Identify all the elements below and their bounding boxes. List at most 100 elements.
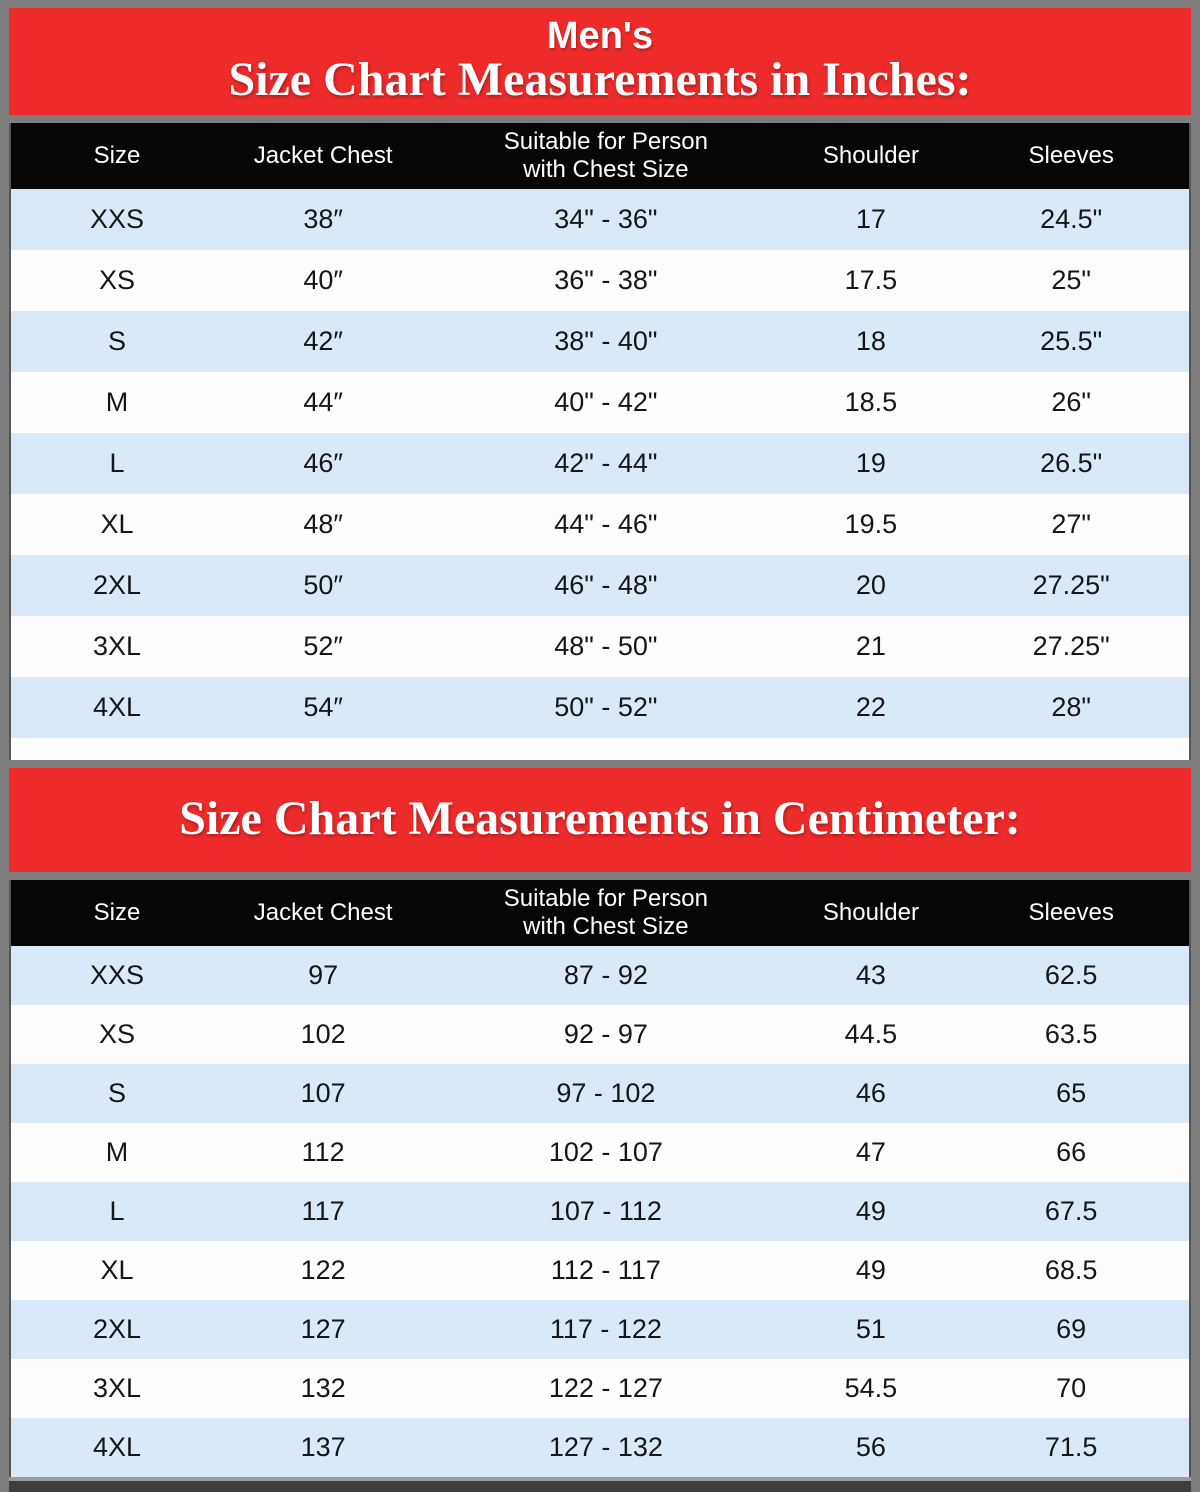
cm-chart-title: Size Chart Measurements in Centimeter: (179, 791, 1021, 845)
inches-table-header: Size Jacket Chest Suitable for Person with… (11, 123, 1189, 189)
suitable-cell: 102 - 107 (548, 1137, 663, 1167)
column-header-jacket-chest: Jacket Chest (223, 880, 424, 946)
bottom-bar (9, 1481, 1191, 1492)
jacket-chest-cell: 127 (300, 1314, 346, 1344)
shoulder-cell: 18 (855, 326, 886, 356)
table-row: XXS 97 87 - 92 43 62.5 (11, 946, 1189, 1005)
header-row: Size Jacket Chest Suitable for Person with… (11, 880, 1189, 946)
size-cell: 3XL (92, 1373, 142, 1403)
table-row: XS 40″ 36" - 38" 17.5 25" (11, 250, 1189, 311)
column-header-suitable: Suitable for Person with Chest Size (423, 880, 789, 946)
shoulder-cell: 22 (855, 692, 886, 722)
inches-chart-title: Size Chart Measurements in Inches: (228, 53, 972, 106)
column-header-size: Size (11, 123, 224, 189)
size-cell: XL (100, 1255, 134, 1285)
table-row: 3XL 132 122 - 127 54.5 70 (11, 1359, 1189, 1418)
sleeves-cell: 67.5 (1044, 1196, 1098, 1226)
sleeves-cell: 70 (1056, 1373, 1087, 1403)
shoulder-cell: 51 (855, 1314, 886, 1344)
table-row: S 107 97 - 102 46 65 (11, 1064, 1189, 1123)
size-cell: S (108, 1078, 127, 1108)
shoulder-cell: 19.5 (844, 509, 898, 539)
suitable-cell: 87 - 92 (563, 960, 648, 990)
suitable-cell: 38" - 40" (554, 326, 658, 356)
section-gap (9, 760, 1191, 768)
jacket-chest-cell: 102 (300, 1019, 346, 1049)
sleeves-cell: 27.25" (1032, 631, 1110, 661)
suitable-cell: 48" - 50" (554, 631, 658, 661)
cm-table-body: XXS 97 87 - 92 43 62.5 XS 102 92 - 97 44.5 63.5 S 1… (11, 946, 1189, 1477)
sleeves-cell: 66 (1056, 1137, 1087, 1167)
cm-table-section: Size Jacket Chest Suitable for Person with… (9, 880, 1191, 1477)
suitable-cell: 36" - 38" (554, 265, 658, 295)
jacket-chest-cell: 137 (300, 1432, 346, 1462)
table-row: L 117 107 - 112 49 67.5 (11, 1182, 1189, 1241)
size-cell: 2XL (92, 570, 142, 600)
suitable-cell: 112 - 117 (550, 1255, 661, 1285)
sleeves-cell: 28" (1051, 692, 1091, 722)
jacket-chest-cell: 46″ (303, 448, 343, 478)
inches-size-table: Size Jacket Chest Suitable for Person with… (11, 123, 1189, 738)
suitable-cell: 50" - 52" (554, 692, 658, 722)
inches-table-section: Size Jacket Chest Suitable for Person with… (9, 123, 1191, 760)
table-row: XL 122 112 - 117 49 68.5 (11, 1241, 1189, 1300)
shoulder-cell: 46 (855, 1078, 886, 1108)
jacket-chest-cell: 122 (300, 1255, 346, 1285)
jacket-chest-cell: 48″ (303, 509, 343, 539)
size-cell: XXS (90, 960, 145, 990)
table-row: L 46″ 42" - 44" 19 26.5" (11, 433, 1189, 494)
shoulder-cell: 19 (855, 448, 886, 478)
section-gap (9, 872, 1191, 880)
suitable-cell: 92 - 97 (563, 1019, 648, 1049)
table-footer-strip (11, 738, 1189, 760)
sleeves-cell: 25.5" (1040, 326, 1103, 356)
cm-size-table: Size Jacket Chest Suitable for Person with… (11, 880, 1189, 1477)
table-row: 2XL 127 117 - 122 51 69 (11, 1300, 1189, 1359)
size-cell: 4XL (92, 1432, 142, 1462)
mens-subtitle: Men's (546, 15, 654, 57)
sleeves-cell: 24.5" (1040, 204, 1103, 234)
table-row: S 42″ 38" - 40" 18 25.5" (11, 311, 1189, 372)
suitable-cell: 40" - 42" (554, 387, 658, 417)
inches-title-banner: Men's Size Chart Measurements in Inches: (9, 8, 1191, 115)
shoulder-cell: 21 (855, 631, 886, 661)
sleeves-cell: 68.5 (1044, 1255, 1098, 1285)
table-row: 2XL 50″ 46" - 48" 20 27.25" (11, 555, 1189, 616)
suitable-cell: 127 - 132 (548, 1432, 663, 1462)
size-cell: M (105, 387, 129, 417)
size-cell: S (108, 326, 127, 356)
jacket-chest-cell: 44″ (303, 387, 343, 417)
size-cell: L (109, 1196, 125, 1226)
table-row: 4XL 54″ 50" - 52" 22 28" (11, 677, 1189, 738)
suitable-cell: 46" - 48" (554, 570, 658, 600)
column-header-sleeves: Sleeves (953, 123, 1189, 189)
sleeves-cell: 27.25" (1032, 570, 1110, 600)
table-row: XS 102 92 - 97 44.5 63.5 (11, 1005, 1189, 1064)
sleeves-cell: 63.5 (1044, 1019, 1098, 1049)
cm-title-banner: Size Chart Measurements in Centimeter: (9, 768, 1191, 872)
shoulder-cell: 47 (855, 1137, 886, 1167)
jacket-chest-cell: 54″ (303, 692, 343, 722)
size-cell: XXS (90, 204, 145, 234)
size-cell: L (109, 448, 125, 478)
jacket-chest-cell: 132 (300, 1373, 346, 1403)
inches-table-body: XXS 38″ 34" - 36" 17 24.5" XS 40″ 36" - 38" 17.5… (11, 189, 1189, 738)
shoulder-cell: 17 (855, 204, 886, 234)
section-gap (9, 115, 1191, 123)
shoulder-cell: 49 (855, 1255, 886, 1285)
jacket-chest-cell: 50″ (303, 570, 343, 600)
size-cell: 3XL (92, 631, 142, 661)
table-row: 4XL 137 127 - 132 56 71.5 (11, 1418, 1189, 1477)
sleeves-cell: 65 (1056, 1078, 1087, 1108)
shoulder-cell: 56 (855, 1432, 886, 1462)
shoulder-cell: 18.5 (844, 387, 898, 417)
table-row: 3XL 52″ 48" - 50" 21 27.25" (11, 616, 1189, 677)
shoulder-cell: 44.5 (844, 1019, 898, 1049)
sleeves-cell: 27" (1051, 509, 1091, 539)
table-row: M 44″ 40" - 42" 18.5 26" (11, 372, 1189, 433)
sleeves-cell: 69 (1056, 1314, 1087, 1344)
column-header-sleeves: Sleeves (953, 880, 1189, 946)
jacket-chest-cell: 52″ (303, 631, 343, 661)
size-cell: XS (99, 265, 136, 295)
shoulder-cell: 49 (855, 1196, 886, 1226)
